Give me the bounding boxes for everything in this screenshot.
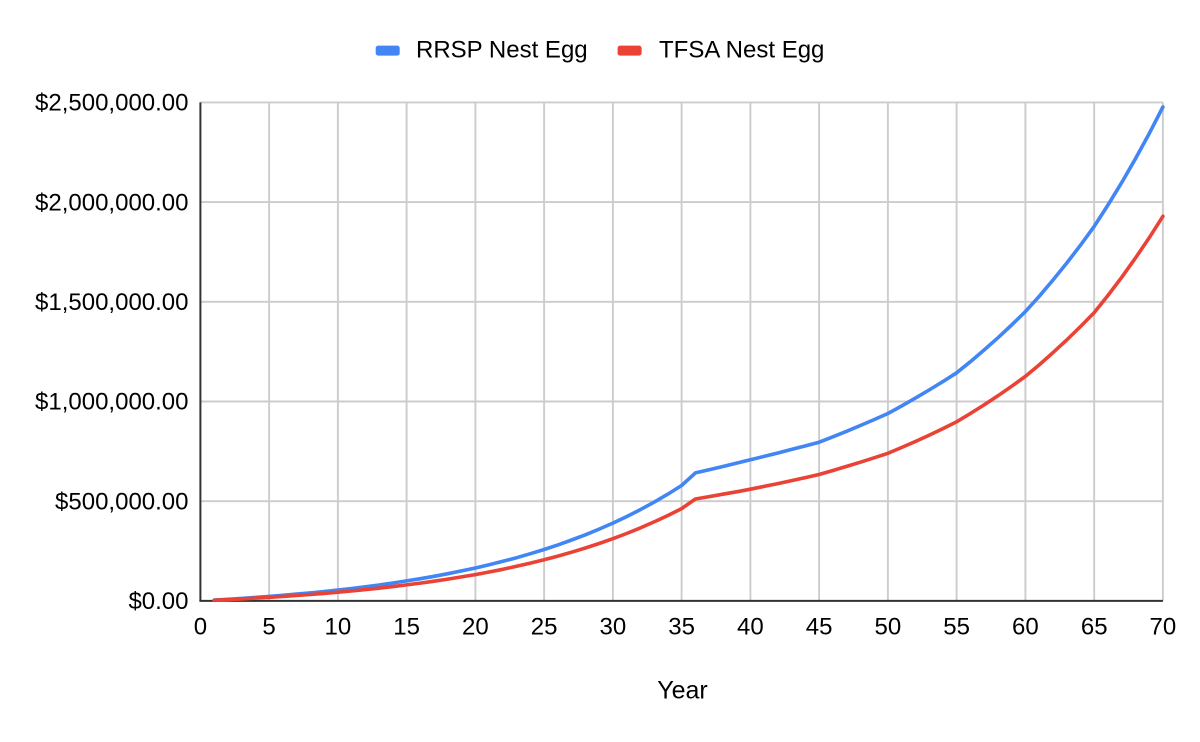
svg-text:55: 55: [943, 614, 970, 641]
svg-text:10: 10: [325, 614, 352, 641]
svg-text:50: 50: [875, 614, 902, 641]
svg-text:40: 40: [737, 614, 764, 641]
svg-text:25: 25: [531, 614, 558, 641]
svg-text:5: 5: [262, 614, 275, 641]
svg-text:$1,000,000.00: $1,000,000.00: [35, 389, 188, 416]
svg-text:$500,000.00: $500,000.00: [55, 488, 188, 515]
svg-text:20: 20: [462, 614, 489, 641]
svg-text:60: 60: [1012, 614, 1039, 641]
svg-text:Year: Year: [657, 677, 708, 705]
svg-text:TFSA Nest Egg: TFSA Nest Egg: [659, 37, 824, 64]
svg-text:$2,000,000.00: $2,000,000.00: [35, 189, 188, 216]
svg-text:45: 45: [806, 614, 833, 641]
svg-text:$2,500,000.00: $2,500,000.00: [35, 90, 188, 117]
svg-text:35: 35: [668, 614, 695, 641]
svg-text:65: 65: [1081, 614, 1108, 641]
svg-text:30: 30: [600, 614, 627, 641]
svg-text:$1,500,000.00: $1,500,000.00: [35, 289, 188, 316]
svg-text:15: 15: [393, 614, 420, 641]
svg-text:70: 70: [1150, 614, 1177, 641]
svg-text:0: 0: [194, 614, 207, 641]
svg-text:RRSP Nest Egg: RRSP Nest Egg: [416, 37, 588, 64]
svg-text:$0.00: $0.00: [128, 588, 188, 615]
